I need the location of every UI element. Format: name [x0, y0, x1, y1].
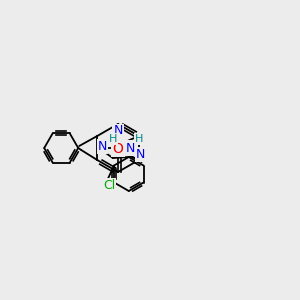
Text: N: N: [98, 140, 107, 152]
Text: N: N: [136, 148, 146, 160]
Text: N: N: [113, 124, 123, 137]
Text: H: H: [135, 134, 143, 144]
Text: O: O: [112, 142, 123, 156]
Text: Cl: Cl: [103, 179, 115, 192]
Text: N: N: [124, 140, 134, 154]
Text: N: N: [125, 142, 135, 154]
Text: H: H: [109, 134, 117, 144]
